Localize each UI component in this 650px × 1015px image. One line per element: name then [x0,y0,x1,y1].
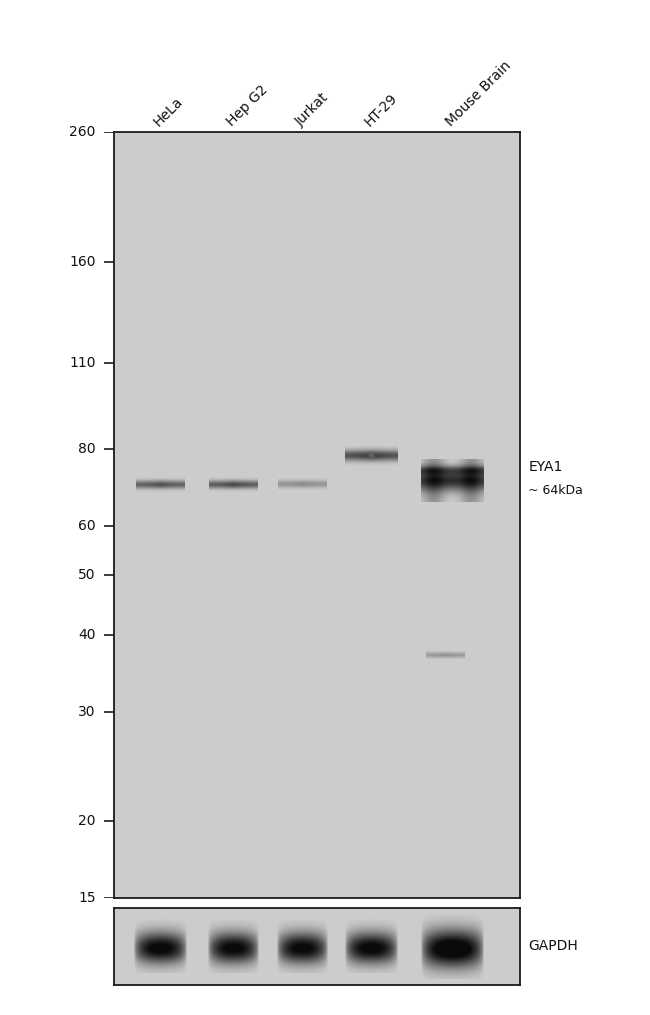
Text: HT-29: HT-29 [362,91,400,129]
Text: 160: 160 [69,256,96,269]
Text: Jurkat: Jurkat [292,90,332,129]
Text: 40: 40 [78,628,96,641]
Text: GAPDH: GAPDH [528,940,578,953]
Text: 260: 260 [70,125,96,139]
Text: 50: 50 [78,567,96,582]
Text: EYA1: EYA1 [528,460,563,474]
Text: 15: 15 [78,891,96,905]
Text: Mouse Brain: Mouse Brain [443,59,514,129]
Text: ~ 64kDa: ~ 64kDa [528,484,583,497]
Text: 60: 60 [78,519,96,533]
Text: Hep G2: Hep G2 [224,83,270,129]
Text: 20: 20 [78,814,96,828]
Text: 30: 30 [78,705,96,719]
Text: 110: 110 [69,356,96,370]
Text: 80: 80 [78,442,96,456]
Text: HeLa: HeLa [151,94,185,129]
